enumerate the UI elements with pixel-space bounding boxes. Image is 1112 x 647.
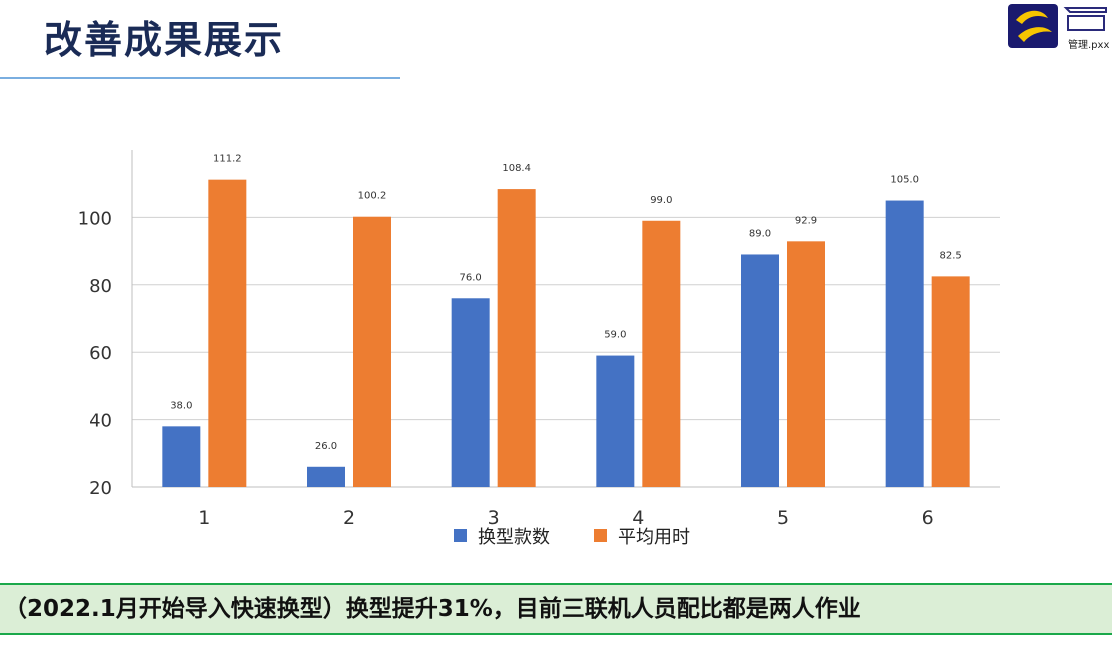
bar-平均用时-6 [931,276,970,487]
x-tick-label: 5 [777,507,789,529]
legend-label: 平均用时 [618,527,690,548]
data-label: 76.0 [460,272,482,283]
data-label: 111.2 [213,154,242,165]
bar-平均用时-4 [642,220,681,487]
bar-平均用时-1 [208,179,247,487]
data-label: 92.9 [795,215,817,226]
logo-caption: 管理.pxx [1068,40,1110,51]
y-tick-label: 60 [89,343,112,364]
bar-换型款数-6 [885,200,924,488]
x-tick-label: 4 [632,507,644,529]
bar-平均用时-3 [497,189,536,488]
data-label: 99.0 [650,195,672,206]
page-title: 改善成果展示 [44,18,285,62]
bar-换型款数-2 [307,466,345,487]
legend-label: 换型款数 [478,527,550,548]
bar-chart: 20 40 60 80 100 38.0 111.2 1 26.0 100.2 2 76.0 108.4… [78,150,1000,548]
company-logo-icon [1008,4,1107,48]
bar-换型款数-1 [162,426,201,487]
y-tick-label: 20 [89,478,112,499]
data-label: 38.0 [170,400,192,411]
data-label: 89.0 [749,228,771,239]
bar-换型款数-5 [741,254,779,487]
data-label: 59.0 [604,330,626,341]
x-tick-label: 2 [343,507,355,529]
legend-swatch [594,529,607,542]
bar-换型款数-4 [596,355,635,487]
y-tick-label: 80 [89,276,112,297]
summary-banner: （2022.1月开始导入快速换型）换型提升31%，目前三联机人员配比都是两人作业 [0,583,1112,635]
bar-换型款数-3 [451,298,490,487]
x-tick-label: 3 [488,507,500,529]
x-tick-label: 1 [198,507,210,529]
bar-平均用时-5 [787,241,825,487]
x-tick-label: 6 [922,507,934,529]
summary-banner-text: （2022.1月开始导入快速换型）换型提升31%，目前三联机人员配比都是两人作业 [4,596,861,622]
data-label: 105.0 [890,175,919,186]
data-label: 26.0 [315,441,337,452]
title-underline [0,77,400,79]
data-label: 82.5 [940,250,962,261]
bar-平均用时-2 [353,216,391,487]
y-tick-label: 40 [89,411,112,432]
legend-swatch [454,529,467,542]
data-label: 108.4 [502,163,531,174]
y-tick-label: 100 [78,208,112,229]
data-label: 100.2 [358,191,387,202]
